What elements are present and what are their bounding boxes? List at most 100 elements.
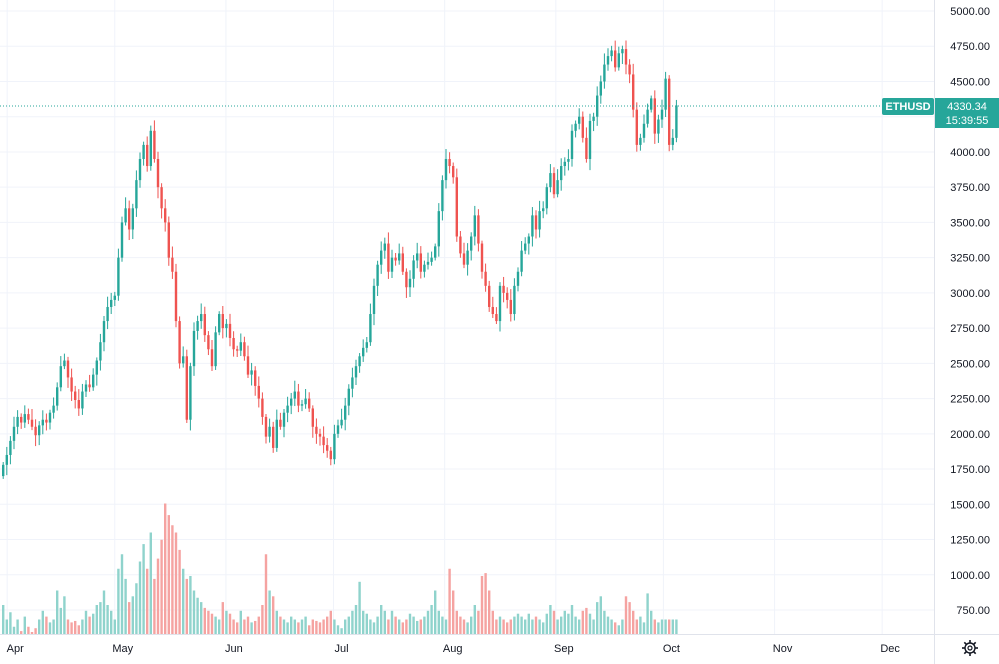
candle[interactable] [484, 263, 487, 292]
candle[interactable] [20, 413, 23, 429]
candle[interactable] [412, 255, 415, 288]
candle[interactable] [149, 125, 152, 171]
candle[interactable] [236, 345, 239, 358]
candle[interactable] [581, 111, 584, 143]
candle[interactable] [509, 289, 512, 322]
candle[interactable] [23, 405, 26, 428]
candle[interactable] [131, 203, 134, 240]
candle[interactable] [16, 410, 19, 435]
candle[interactable] [81, 383, 84, 415]
candle[interactable] [470, 232, 473, 261]
candle[interactable] [380, 241, 383, 274]
candle[interactable] [592, 112, 595, 132]
candle[interactable] [369, 303, 372, 346]
candle[interactable] [405, 268, 408, 298]
candle[interactable] [311, 405, 314, 438]
candle[interactable] [495, 307, 498, 325]
candle[interactable] [56, 382, 59, 411]
candle[interactable] [524, 237, 527, 255]
candle[interactable] [628, 59, 631, 84]
candle[interactable] [502, 276, 505, 303]
candle[interactable] [632, 63, 635, 118]
candle[interactable] [243, 336, 246, 361]
candle[interactable] [621, 45, 624, 64]
candle[interactable] [84, 380, 88, 398]
candle[interactable] [275, 409, 278, 452]
candle[interactable] [293, 380, 296, 407]
candle[interactable] [344, 397, 347, 431]
candle[interactable] [221, 305, 224, 339]
candle[interactable] [347, 384, 350, 416]
candle[interactable] [531, 207, 534, 247]
candle[interactable] [27, 408, 30, 425]
candle[interactable] [365, 336, 368, 353]
candle[interactable] [650, 95, 653, 113]
candle[interactable] [45, 413, 48, 431]
candle[interactable] [549, 164, 552, 193]
candle[interactable] [642, 114, 646, 143]
candle[interactable] [200, 303, 203, 329]
candle[interactable] [117, 248, 120, 301]
candle[interactable] [5, 446, 8, 476]
candle[interactable] [434, 243, 437, 261]
candle[interactable] [315, 418, 318, 444]
candle[interactable] [232, 331, 235, 357]
candle[interactable] [171, 246, 174, 279]
candle[interactable] [304, 389, 307, 409]
candle[interactable] [387, 232, 390, 279]
candle[interactable] [570, 124, 574, 167]
candle[interactable] [30, 409, 34, 431]
candle[interactable] [538, 200, 541, 238]
candle[interactable] [128, 200, 131, 241]
candle[interactable] [646, 103, 649, 128]
candle[interactable] [189, 362, 192, 431]
candle[interactable] [333, 424, 336, 465]
symbol-tag[interactable]: ETHUSD [882, 98, 934, 115]
candle[interactable] [448, 152, 451, 174]
candle[interactable] [444, 148, 448, 189]
candle[interactable] [59, 356, 62, 392]
candle[interactable] [498, 282, 502, 332]
candle[interactable] [426, 252, 430, 270]
candle[interactable] [545, 183, 548, 215]
candle[interactable] [92, 368, 95, 391]
candle[interactable] [182, 346, 185, 368]
candle[interactable] [362, 339, 365, 362]
candle[interactable] [578, 108, 581, 130]
candle[interactable] [185, 349, 188, 423]
candle[interactable] [437, 203, 440, 257]
price-axis[interactable]: 5000.004750.004500.004250.004000.003750.… [934, 0, 991, 664]
candle[interactable] [124, 197, 127, 226]
candle[interactable] [506, 287, 509, 309]
candle[interactable] [254, 366, 257, 396]
candle[interactable] [668, 75, 671, 152]
time-axis[interactable]: Apr May Jun Jul Aug Sep Oct Nov Dec [0, 634, 999, 656]
candle[interactable] [354, 359, 358, 386]
candle[interactable] [419, 246, 422, 279]
candle[interactable] [617, 46, 620, 71]
candle[interactable] [138, 152, 142, 188]
candle[interactable] [290, 392, 293, 415]
candle[interactable] [534, 210, 538, 239]
candle[interactable] [441, 175, 444, 221]
candle[interactable] [599, 75, 602, 104]
candle[interactable] [300, 399, 304, 412]
candle[interactable] [207, 331, 210, 356]
candle[interactable] [480, 240, 484, 279]
candle[interactable] [398, 243, 401, 265]
candle[interactable] [416, 242, 419, 269]
candle[interactable] [390, 249, 394, 278]
candlesticks[interactable] [2, 40, 678, 479]
candle[interactable] [567, 149, 570, 171]
candle[interactable] [610, 45, 613, 62]
candle[interactable] [675, 99, 678, 143]
candle[interactable] [624, 40, 628, 75]
candle[interactable] [110, 292, 113, 315]
candle[interactable] [542, 201, 545, 219]
candle[interactable] [228, 313, 232, 347]
candle[interactable] [394, 252, 397, 266]
candle[interactable] [326, 438, 329, 458]
candle[interactable] [279, 412, 282, 430]
candle[interactable] [513, 278, 516, 321]
candle[interactable] [297, 383, 300, 413]
